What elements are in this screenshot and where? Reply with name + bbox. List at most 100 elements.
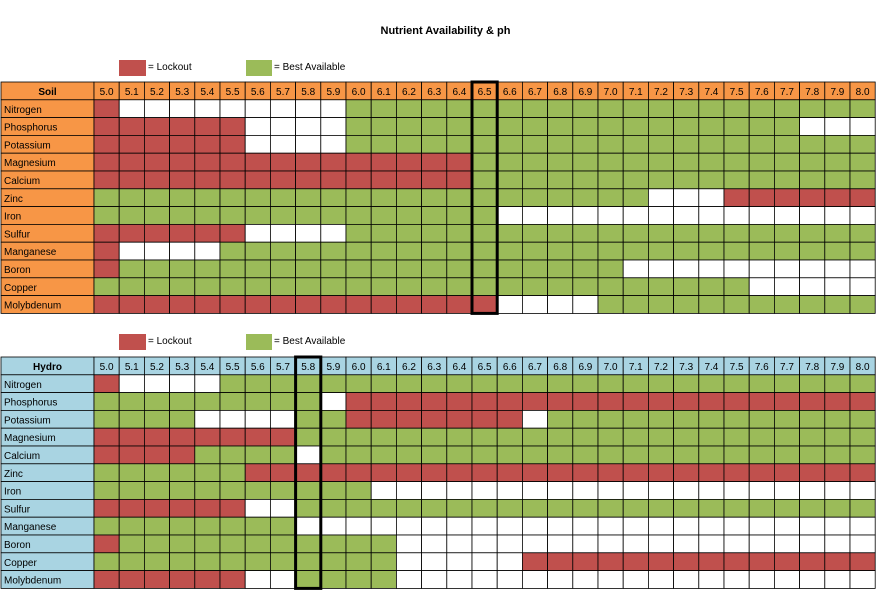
heatmap-cell bbox=[723, 295, 750, 314]
heatmap-cell bbox=[446, 374, 473, 393]
heatmap-cell bbox=[421, 188, 448, 208]
heatmap-cell bbox=[748, 498, 775, 518]
heatmap-cell bbox=[219, 481, 246, 500]
heatmap-cell bbox=[597, 516, 624, 536]
heatmap-cell bbox=[194, 117, 221, 136]
heatmap-cell bbox=[370, 188, 397, 208]
heatmap-cell bbox=[320, 277, 347, 296]
heatmap-cell bbox=[269, 241, 296, 261]
heatmap-cell bbox=[118, 570, 145, 589]
heatmap-cell bbox=[572, 427, 599, 447]
heatmap-cell bbox=[345, 277, 372, 296]
heatmap-cell bbox=[572, 241, 599, 261]
heatmap-cell bbox=[194, 516, 221, 536]
ph-tick-label: 6.7 bbox=[528, 87, 542, 98]
heatmap-cell bbox=[622, 427, 649, 447]
nutrient-label: Nitrogen bbox=[4, 105, 42, 116]
heatmap-cell bbox=[723, 259, 750, 279]
heatmap-cell bbox=[370, 516, 397, 536]
heatmap-cell bbox=[169, 445, 196, 465]
ph-tick-label: 7.4 bbox=[704, 87, 718, 98]
heatmap-cell bbox=[194, 188, 221, 208]
heatmap-cell bbox=[698, 516, 725, 536]
ph-tick-label: 6.0 bbox=[352, 87, 366, 98]
heatmap-cell bbox=[648, 409, 675, 429]
heatmap-cell bbox=[446, 409, 473, 429]
heatmap-cell bbox=[244, 374, 271, 393]
heatmap-cell bbox=[295, 259, 322, 279]
heatmap-cell bbox=[395, 170, 422, 190]
heatmap-cell bbox=[698, 427, 725, 447]
heatmap-cell bbox=[93, 534, 120, 554]
heatmap-cell bbox=[698, 463, 725, 482]
heatmap-cell bbox=[219, 206, 246, 225]
heatmap-cell bbox=[269, 259, 296, 279]
nutrient-label: Iron bbox=[4, 212, 21, 223]
heatmap-cell bbox=[723, 188, 750, 208]
ph-tick-label: 6.5 bbox=[478, 87, 492, 98]
nutrient-label: Boron bbox=[4, 540, 31, 551]
heatmap-cell bbox=[169, 188, 196, 208]
heatmap-cell bbox=[572, 170, 599, 190]
heatmap-cell bbox=[522, 170, 549, 190]
heatmap-cell bbox=[244, 552, 271, 571]
heatmap-cell bbox=[522, 534, 549, 554]
heatmap-cell bbox=[799, 534, 826, 554]
heatmap-cell bbox=[547, 117, 574, 136]
heatmap-cell bbox=[93, 223, 120, 243]
heatmap-cell bbox=[622, 570, 649, 589]
heatmap-cell bbox=[421, 117, 448, 136]
heatmap-cell bbox=[345, 117, 372, 136]
heatmap-cell bbox=[622, 516, 649, 536]
heatmap-cell bbox=[446, 152, 473, 172]
heatmap-cell bbox=[748, 295, 775, 314]
heatmap-cell bbox=[345, 427, 372, 447]
heatmap-cell bbox=[849, 392, 876, 411]
heatmap-cell bbox=[295, 481, 322, 500]
heatmap-cell bbox=[219, 374, 246, 393]
heatmap-cell bbox=[169, 392, 196, 411]
heatmap-cell bbox=[522, 99, 549, 119]
heatmap-cell bbox=[169, 516, 196, 536]
heatmap-cell bbox=[547, 223, 574, 243]
heatmap-cell bbox=[320, 99, 347, 119]
heatmap-cell bbox=[269, 277, 296, 296]
heatmap-cell bbox=[143, 259, 170, 279]
ph-tick-label: 5.5 bbox=[226, 362, 240, 373]
heatmap-cell bbox=[395, 241, 422, 261]
heatmap-cell bbox=[547, 188, 574, 208]
heatmap-cell bbox=[698, 445, 725, 465]
heatmap-cell bbox=[496, 409, 523, 429]
heatmap-cell bbox=[698, 99, 725, 119]
heatmap-cell bbox=[824, 206, 851, 225]
nutrient-label: Boron bbox=[4, 265, 31, 276]
heatmap-cell bbox=[421, 99, 448, 119]
heatmap-cell bbox=[395, 223, 422, 243]
heatmap-cell bbox=[194, 570, 221, 589]
heatmap-cell bbox=[118, 445, 145, 465]
heatmap-cell bbox=[395, 259, 422, 279]
heatmap-cell bbox=[345, 463, 372, 482]
heatmap-cell bbox=[698, 481, 725, 500]
heatmap-cell bbox=[169, 134, 196, 154]
heatmap-cell bbox=[421, 516, 448, 536]
heatmap-cell bbox=[395, 295, 422, 314]
heatmap-cell bbox=[93, 552, 120, 571]
heatmap-cell bbox=[219, 117, 246, 136]
heatmap-cell bbox=[673, 552, 700, 571]
heatmap-cell bbox=[446, 134, 473, 154]
heatmap-cell bbox=[522, 134, 549, 154]
heatmap-cell bbox=[824, 552, 851, 571]
nutrient-label: Phosphorus bbox=[4, 398, 57, 409]
heatmap-cell bbox=[698, 188, 725, 208]
heatmap-cell bbox=[370, 277, 397, 296]
heatmap-cell bbox=[320, 498, 347, 518]
heatmap-cell bbox=[370, 117, 397, 136]
heatmap-cell bbox=[572, 277, 599, 296]
table-soil: Soil 5.0 5.1 5.2 5.3 5.4 5.5 5.6 5.7 5.8 5.9 6.0 6.1… bbox=[0, 80, 876, 315]
heatmap-cell bbox=[673, 188, 700, 208]
heatmap-cell bbox=[597, 277, 624, 296]
ph-tick-label: 7.3 bbox=[679, 87, 693, 98]
heatmap-cell bbox=[219, 152, 246, 172]
heatmap-cell bbox=[648, 152, 675, 172]
